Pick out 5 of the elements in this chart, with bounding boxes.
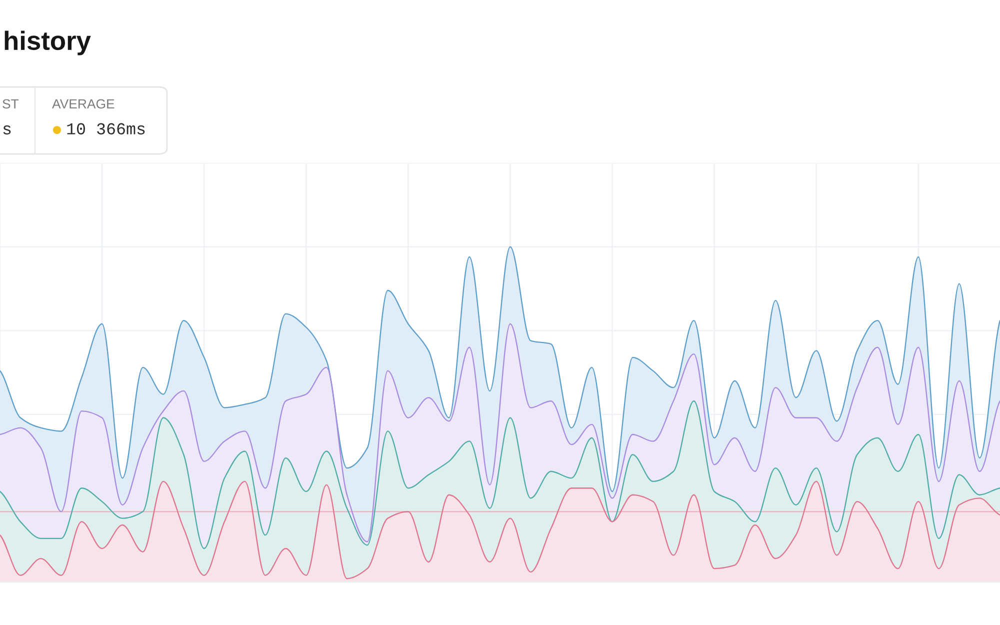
text: ST: [2, 99, 19, 109]
text: 10 366ms: [67, 123, 145, 134]
text: AVERAGE: [52, 99, 114, 109]
text: s: [3, 125, 11, 134]
chart-title: history: [4, 30, 91, 56]
